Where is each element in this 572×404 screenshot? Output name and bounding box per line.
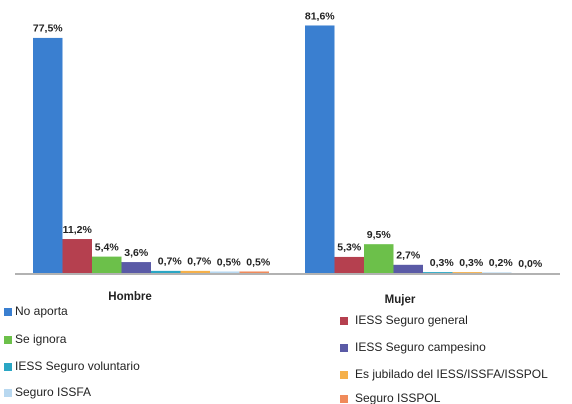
value-label: 2,7% xyxy=(396,250,421,262)
legend-swatch xyxy=(340,344,348,352)
value-label: 0,5% xyxy=(246,256,271,268)
legend-label: Es jubilado del IESS/ISSFA/ISSPOL xyxy=(355,367,548,381)
bar xyxy=(305,25,335,274)
bar xyxy=(452,272,482,273)
legend-label: Se ignora xyxy=(15,332,67,346)
value-label: 3,6% xyxy=(124,247,149,259)
legend-label: IESS Seguro general xyxy=(355,313,468,327)
bar xyxy=(239,271,269,273)
bar xyxy=(334,256,364,273)
bar xyxy=(33,37,63,273)
legend-swatch xyxy=(340,371,348,379)
legend-label: IESS Seguro voluntario xyxy=(15,359,140,373)
legend-swatch xyxy=(340,317,348,325)
bar xyxy=(210,271,240,273)
bar xyxy=(180,270,210,273)
x-tick-label: Hombre xyxy=(108,291,151,303)
value-label: 9,5% xyxy=(367,229,392,241)
legend-swatch xyxy=(4,308,12,316)
value-label: 77,5% xyxy=(33,23,63,35)
bar xyxy=(121,262,151,273)
legend-swatch xyxy=(4,389,12,397)
bar xyxy=(482,272,512,273)
value-label: 5,3% xyxy=(337,242,362,254)
legend-swatch xyxy=(340,395,348,403)
value-label: 0,3% xyxy=(459,257,484,269)
value-label: 11,2% xyxy=(63,224,93,236)
value-label: 0,7% xyxy=(158,256,183,268)
value-label: 0,3% xyxy=(430,257,455,269)
bar xyxy=(364,244,394,273)
legend-label: Seguro ISSPOL xyxy=(355,391,441,404)
bar xyxy=(393,264,423,273)
legend-label: IESS Seguro campesino xyxy=(355,340,486,354)
value-label: 0,2% xyxy=(489,257,514,269)
legend-label: No aporta xyxy=(15,304,68,318)
x-tick-label: Mujer xyxy=(385,294,416,306)
value-label: 0,0% xyxy=(518,258,543,270)
bar xyxy=(423,272,453,273)
value-label: 0,7% xyxy=(187,256,212,268)
value-label: 0,5% xyxy=(217,256,242,268)
value-label: 5,4% xyxy=(95,241,120,253)
bar xyxy=(62,239,92,273)
legend-swatch xyxy=(4,336,12,344)
legend-swatch xyxy=(4,363,12,371)
legend-label: Seguro ISSFA xyxy=(15,385,91,399)
value-label: 81,6% xyxy=(305,10,335,22)
bar xyxy=(151,270,181,273)
bar xyxy=(92,256,122,273)
